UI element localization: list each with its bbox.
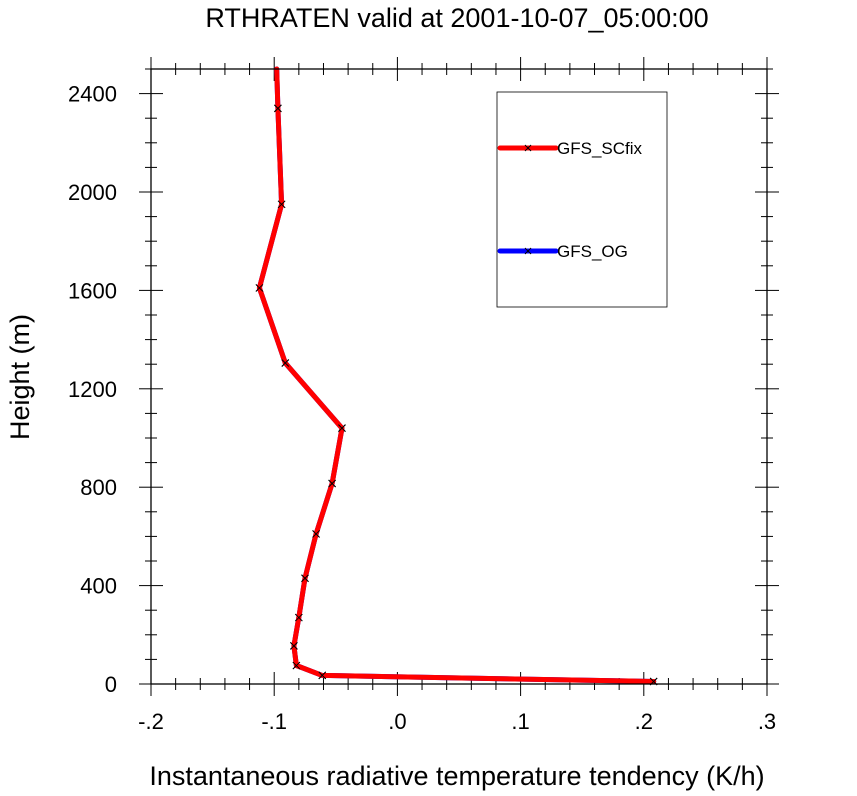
- tick-labels: -.2 -.1 .0 .1 .2 .3 0 400 800 1200 1600 2000 2400: [68, 82, 776, 734]
- series-line-gfs-scfix: [256, 66, 657, 684]
- x-tick-label: .0: [388, 709, 406, 734]
- legend: GFS_SCfix GFS_OG: [496, 91, 668, 308]
- data-point-marker: [281, 359, 290, 367]
- data-point-marker: [290, 642, 298, 650]
- x-tick-label: .2: [635, 709, 653, 734]
- x-tick-label: .3: [758, 709, 776, 734]
- y-tick-label: 400: [80, 574, 117, 599]
- data-point-marker: [292, 661, 301, 670]
- data-point-marker: [274, 104, 282, 113]
- data-point-marker: [301, 574, 309, 583]
- data-point-marker: [318, 671, 327, 680]
- x-tick-label: -.2: [138, 709, 164, 734]
- y-tick-label: 0: [105, 672, 117, 697]
- y-tick-label: 2400: [68, 82, 117, 107]
- data-point-marker: [277, 200, 286, 209]
- series-layer: [255, 66, 658, 686]
- x-tick-label: -.1: [261, 709, 287, 734]
- legend-label: GFS_OG: [557, 242, 628, 261]
- y-axis-label: Height (m): [5, 314, 35, 440]
- x-tick-label: .1: [511, 709, 529, 734]
- y-tick-label: 1600: [68, 278, 117, 303]
- axis-ticks: [139, 57, 779, 696]
- plot-frame: [150, 68, 768, 685]
- data-point-marker: [255, 284, 264, 292]
- y-tick-label: 2000: [68, 180, 117, 205]
- y-tick-label: 1200: [68, 377, 117, 402]
- data-point-marker: [328, 479, 336, 488]
- y-tick-label: 800: [80, 475, 117, 500]
- data-point-marker: [338, 424, 346, 433]
- legend-item-gfs-og: GFS_OG: [497, 242, 628, 261]
- legend-box: [496, 91, 668, 308]
- x-axis-label: Instantaneous radiative temperature tend…: [149, 761, 764, 791]
- legend-label: GFS_SCfix: [557, 139, 643, 158]
- legend-item-gfs-scfix: GFS_SCfix: [497, 139, 643, 158]
- data-point-marker: [294, 613, 303, 622]
- data-point-marker: [312, 530, 320, 538]
- chart-title: RTHRATEN valid at 2001-10-07_05:00:00: [205, 3, 708, 33]
